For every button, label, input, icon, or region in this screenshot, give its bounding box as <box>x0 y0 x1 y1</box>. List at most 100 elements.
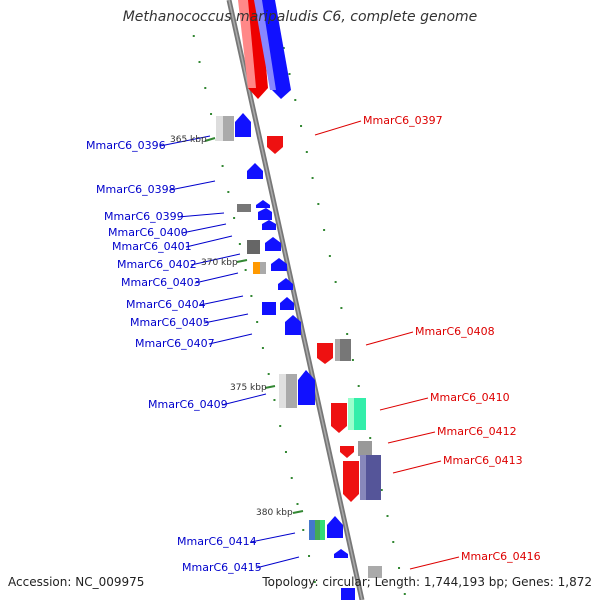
leader-line <box>177 212 225 218</box>
gene-features <box>216 113 382 600</box>
tick-mark <box>392 541 395 543</box>
genome-backbone-highlight <box>228 0 363 600</box>
gene-feature-gray <box>216 116 223 141</box>
leader-line <box>221 393 267 406</box>
gene-feature-gray <box>260 262 266 274</box>
gene-feature-gray <box>247 240 260 254</box>
tick-mark <box>369 437 372 439</box>
forward-gene-arrow <box>235 113 251 137</box>
forward-gene-arrow <box>278 278 293 290</box>
gene-label[interactable]: MmarC6_0401 <box>112 240 192 253</box>
forward-gene-arrow <box>298 370 315 405</box>
tick-mark <box>233 217 236 219</box>
reverse-gene-arrow <box>317 343 333 364</box>
gene-label[interactable]: MmarC6_0398 <box>96 183 176 196</box>
gene-label[interactable]: MmarC6_0412 <box>437 425 517 438</box>
forward-gene-arrow <box>280 297 294 310</box>
tick-mark <box>296 503 299 505</box>
tick-mark <box>198 61 201 63</box>
tick-mark <box>210 113 213 115</box>
top-features <box>238 0 291 99</box>
tick-mark <box>340 307 343 309</box>
gene-label[interactable]: MmarC6_0408 <box>415 325 495 338</box>
scale-tick <box>264 385 276 389</box>
gene-feature-green <box>320 520 325 540</box>
gene-label[interactable]: MmarC6_0413 <box>443 454 523 467</box>
forward-gene-arrow <box>258 208 272 220</box>
leader-line <box>169 180 216 191</box>
tick-mark <box>317 203 320 205</box>
scale-label: 365 kbp <box>170 135 207 145</box>
leader-line <box>208 333 253 345</box>
gene-feature-gray <box>335 339 340 361</box>
tick-mark <box>290 477 293 479</box>
leader-line <box>255 556 300 569</box>
tick-mark <box>261 347 264 349</box>
gene-label[interactable]: MmarC6_0404 <box>126 298 206 311</box>
reverse-gene-arrow <box>343 461 359 502</box>
leader-line <box>379 397 429 411</box>
gene-label[interactable]: MmarC6_0415 <box>182 561 262 574</box>
tick-mark <box>334 281 337 283</box>
leader-line <box>314 120 362 136</box>
gene-label[interactable]: MmarC6_0399 <box>104 210 184 223</box>
forward-gene-arrow <box>262 220 276 230</box>
tick-mark <box>238 243 241 245</box>
gene-label[interactable]: MmarC6_0402 <box>117 258 197 271</box>
gene-feature-gray <box>279 374 286 408</box>
tick-mark <box>302 529 305 531</box>
forward-gene-arrow <box>327 516 343 538</box>
reverse-gene-arrow <box>331 403 347 433</box>
leader-line <box>250 532 296 543</box>
tick-mark <box>192 35 195 37</box>
gene-label[interactable]: MmarC6_0414 <box>177 535 257 548</box>
tick-mark <box>398 567 401 569</box>
forward-gene-arrow <box>271 258 287 271</box>
gene-label[interactable]: MmarC6_0403 <box>121 276 201 289</box>
leader-line <box>159 135 211 147</box>
gene-feature-orange <box>253 262 260 274</box>
scale-tick <box>204 137 216 142</box>
leader-line <box>392 460 442 474</box>
scale-label: 370 kbp <box>201 258 238 268</box>
reverse-gene-arrow <box>340 446 354 458</box>
tick-mark <box>294 99 297 101</box>
gene-label[interactable]: MmarC6_0405 <box>130 316 210 329</box>
tick-mark <box>282 47 285 49</box>
tick-mark <box>380 489 383 491</box>
forward-gene-block <box>341 588 355 600</box>
tick-mark <box>351 359 354 361</box>
reverse-gene-arrow <box>267 136 283 154</box>
forward-gene-block <box>262 302 276 315</box>
leader-line <box>387 431 436 444</box>
gene-feature-green <box>348 398 354 430</box>
accession-text: Accession: NC_009975 <box>8 575 145 589</box>
forward-gene-arrow <box>265 237 281 251</box>
gene-feature-gray <box>237 204 251 212</box>
gene-feature-gray <box>368 566 382 578</box>
tick-mark <box>386 515 389 517</box>
gene-label[interactable]: MmarC6_0416 <box>461 550 541 563</box>
forward-gene-arrow <box>285 315 301 335</box>
tick-mark <box>267 373 270 375</box>
tick-mark <box>288 73 291 75</box>
genome-summary-text: Topology: circular; Length: 1,744,193 bp… <box>262 575 592 589</box>
gene-label[interactable]: MmarC6_0407 <box>135 337 215 350</box>
leader-line <box>194 272 239 284</box>
gene-label[interactable]: MmarC6_0409 <box>148 398 228 411</box>
gene-feature-blue <box>309 520 315 540</box>
scale-label: 380 kbp <box>256 508 293 518</box>
gene-label[interactable]: MmarC6_0400 <box>108 226 188 239</box>
gene-label[interactable]: MmarC6_0396 <box>86 139 166 152</box>
gene-label[interactable]: MmarC6_0397 <box>363 114 443 127</box>
tick-mark <box>273 399 276 401</box>
gene-label[interactable]: MmarC6_0410 <box>430 391 510 404</box>
forward-gene-arrow <box>247 163 263 179</box>
tick-mark <box>300 125 303 127</box>
tick-mark <box>346 333 349 335</box>
gene-feature-purple <box>360 455 366 500</box>
leader-line <box>181 223 227 234</box>
tick-mark <box>256 321 259 323</box>
gene-feature-green <box>315 520 320 540</box>
leader-line <box>203 313 249 324</box>
